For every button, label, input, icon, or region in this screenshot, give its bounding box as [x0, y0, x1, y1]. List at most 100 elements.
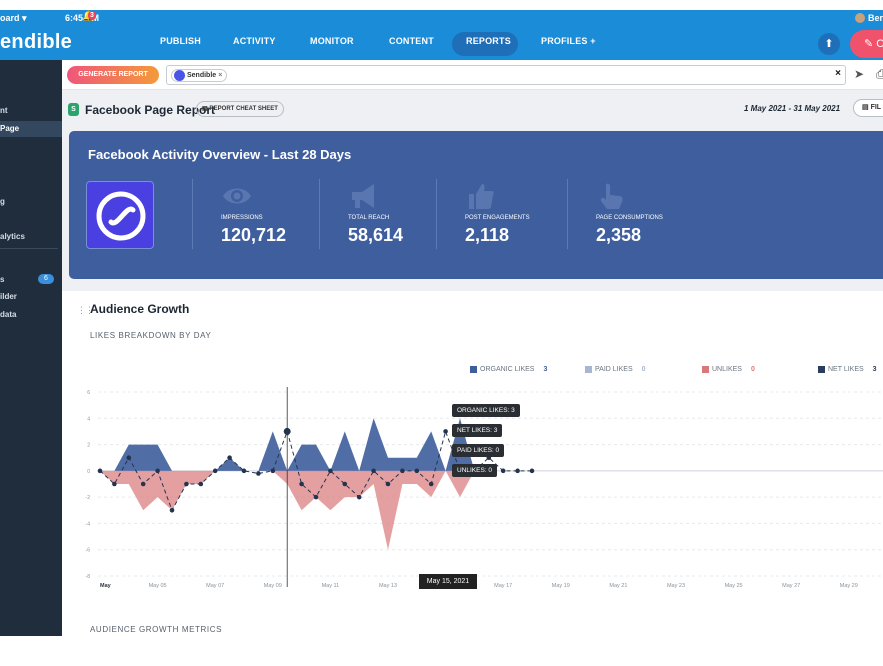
metric-value-impressions: 120,712 — [221, 225, 287, 245]
drag-handle-icon[interactable]: ⋮⋮ — [77, 305, 94, 315]
legend-net-likes[interactable]: NET LIKES 3 — [818, 366, 877, 373]
active-tab-highlight — [452, 32, 518, 56]
y-tick-label: -6 — [86, 548, 91, 554]
send-icon[interactable]: ➤ — [854, 67, 865, 81]
report-badge: S — [68, 103, 79, 116]
net-likes-point — [270, 468, 276, 474]
cheat-sheet-button[interactable]: ▤ REPORT CHEAT SHEET — [196, 101, 284, 117]
cheat-sheet-label: REPORT CHEAT SHEET — [209, 106, 278, 112]
net-likes-point — [169, 507, 175, 513]
likes-breakdown-chart[interactable]: -8 -6 -4 -2 0 2 4 6 May May 05 May 07 May 09 May 11 M… — [62, 291, 883, 591]
x-tick-label: May — [100, 583, 112, 589]
net-likes-point — [515, 468, 520, 474]
x-tick-label: May 21 — [609, 583, 627, 589]
legend-unlikes[interactable]: UNLIKES 0 — [702, 366, 755, 373]
x-tick-label: May 11 — [322, 583, 340, 589]
nav-profiles[interactable]: PROFILES + — [541, 36, 596, 46]
generate-report-button[interactable]: GENERATE REPORT — [67, 66, 159, 84]
legend-label: ORGANIC LIKES — [480, 366, 535, 373]
user-name: Ber — [867, 13, 883, 23]
hover-date-label: May 15, 2021 — [419, 574, 477, 589]
tooltip-unlikes: UNLIKES: 0 — [452, 464, 498, 477]
upload-icon: ⬆ — [824, 38, 834, 50]
legend-paid-likes[interactable]: PAID LIKES 0 — [585, 366, 646, 373]
net-likes-point — [342, 481, 348, 487]
metric-label-impressions: IMPRESSIONS — [221, 215, 263, 221]
compose-button[interactable]: ✎ C — [850, 30, 883, 58]
y-tick-label: 6 — [87, 390, 90, 396]
report-toolbar: GENERATE REPORT Sendible × × ➤ ⎙ — [62, 60, 883, 90]
document-icon: ▤ — [202, 106, 210, 112]
legend-swatch — [702, 366, 709, 373]
x-tick-label: May 25 — [725, 583, 743, 589]
x-tick-label: May 05 — [149, 583, 167, 589]
nav-content[interactable]: CONTENT — [389, 36, 434, 46]
y-tick-label: -8 — [86, 574, 91, 580]
sidebar-item-builder[interactable]: ilder — [0, 292, 17, 301]
legend-swatch — [585, 366, 592, 373]
sidebar-item-data[interactable]: data — [0, 310, 17, 319]
legend-organic-likes[interactable]: ORGANIC LIKES 3 — [470, 366, 547, 373]
clear-input-icon[interactable]: × — [835, 68, 841, 79]
sidebar-item-analytics[interactable]: alytics — [0, 232, 25, 241]
legend-value: 0 — [641, 366, 646, 373]
notification-badge: 3 — [88, 11, 96, 20]
x-tick-label: May 13 — [379, 583, 397, 589]
overview-title: Facebook Activity Overview - Last 28 Day… — [88, 147, 352, 162]
metric-separator — [567, 179, 568, 249]
net-likes-point — [385, 481, 391, 487]
net-likes-point — [241, 468, 247, 474]
profile-selector-input[interactable]: Sendible × × — [166, 65, 846, 85]
metric-label-reach: TOTAL REACH — [348, 215, 390, 221]
sendible-logo-icon — [174, 70, 185, 81]
metric-value-consumptions: 2,358 — [596, 225, 642, 245]
thumbs-up-icon — [469, 184, 494, 209]
print-icon[interactable]: ⎙ — [876, 67, 883, 81]
filter-button[interactable]: ▤ FIL — [853, 99, 883, 117]
x-tick-label: May 07 — [206, 583, 224, 589]
legend-label: PAID LIKES — [595, 366, 633, 373]
legend-value: 3 — [543, 366, 548, 373]
net-likes-point — [97, 468, 103, 474]
chip-close-icon[interactable]: × — [218, 71, 223, 79]
activity-overview-card: Facebook Activity Overview - Last 28 Day… — [69, 131, 883, 279]
net-likes-point — [299, 481, 304, 487]
metric-label-consumptions: PAGE CONSUMPTIONS — [596, 215, 663, 221]
profile-chip[interactable]: Sendible × — [171, 69, 228, 82]
nav-activity[interactable]: ACTIVITY — [233, 36, 276, 46]
net-likes-point — [126, 455, 132, 461]
legend-swatch — [818, 366, 825, 373]
top-nav: endible PUBLISH ACTIVITY MONITOR CONTENT… — [0, 26, 883, 60]
sidebar-item-account[interactable]: nt — [0, 106, 8, 115]
net-likes-point — [328, 468, 333, 474]
upload-button[interactable]: ⬆ — [818, 33, 840, 55]
x-tick-label: May 27 — [782, 583, 800, 589]
metric-value-engagements: 2,118 — [465, 225, 510, 245]
chip-label: Sendible — [187, 71, 217, 79]
unlikes-area — [100, 470, 532, 550]
net-likes-point — [313, 494, 319, 500]
audience-growth-panel: ⋮⋮ Audience Growth LIKES BREAKDOWN BY DA… — [62, 291, 883, 636]
sidebar-item-reports[interactable]: s — [0, 275, 5, 284]
x-tick-label: May 29 — [840, 583, 858, 589]
user-menu[interactable]: Ber — [854, 13, 883, 23]
sidebar: nt Page g alytics s 6 ilder data — [0, 60, 62, 636]
date-range: 1 May 2021 - 31 May 2021 — [744, 104, 841, 113]
status-bar: oard ▾ 6:45 PM 🔔 3 Ber — [0, 10, 883, 26]
x-tick-label: May 09 — [264, 583, 282, 589]
brand-logo[interactable]: endible — [0, 31, 73, 53]
net-likes-point — [400, 468, 405, 474]
report-header: S Facebook Page Report ▤ REPORT CHEAT SH… — [62, 90, 883, 128]
metric-value-reach: 58,614 — [348, 225, 404, 245]
sidebar-item-page[interactable]: Page — [0, 121, 62, 137]
sidebar-item-listening[interactable]: g — [0, 197, 5, 206]
nav-publish[interactable]: PUBLISH — [160, 36, 201, 46]
nav-reports[interactable]: REPORTS — [466, 36, 511, 46]
filter-label: FIL — [870, 104, 882, 111]
net-likes-point — [155, 468, 160, 474]
legend-label: UNLIKES — [712, 366, 742, 373]
likes-breakdown-subtitle: LIKES BREAKDOWN BY DAY — [90, 331, 212, 340]
nav-monitor[interactable]: MONITOR — [310, 36, 354, 46]
app-switcher[interactable]: oard ▾ — [0, 13, 27, 23]
y-tick-label: -4 — [86, 521, 91, 527]
